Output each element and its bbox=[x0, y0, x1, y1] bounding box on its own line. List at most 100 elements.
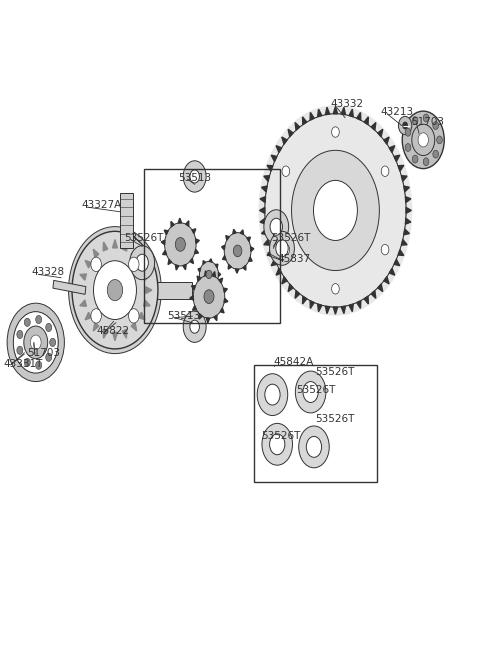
Circle shape bbox=[233, 245, 242, 256]
Polygon shape bbox=[175, 265, 179, 270]
Text: 51703: 51703 bbox=[28, 348, 60, 358]
Polygon shape bbox=[364, 297, 368, 304]
Bar bbox=[53, 280, 86, 295]
Polygon shape bbox=[80, 274, 86, 280]
Polygon shape bbox=[364, 117, 368, 125]
Polygon shape bbox=[260, 197, 265, 203]
Circle shape bbox=[206, 270, 212, 279]
Bar bbox=[144, 169, 280, 323]
Polygon shape bbox=[404, 229, 409, 235]
Circle shape bbox=[107, 279, 123, 300]
Circle shape bbox=[24, 326, 48, 359]
Circle shape bbox=[405, 144, 411, 152]
Circle shape bbox=[412, 117, 418, 125]
Text: 45837: 45837 bbox=[277, 255, 311, 264]
Polygon shape bbox=[163, 251, 167, 255]
Polygon shape bbox=[204, 271, 208, 276]
Polygon shape bbox=[251, 247, 254, 251]
Polygon shape bbox=[161, 240, 165, 245]
Polygon shape bbox=[401, 176, 407, 181]
Polygon shape bbox=[318, 304, 322, 312]
Polygon shape bbox=[333, 106, 337, 113]
Polygon shape bbox=[310, 300, 314, 308]
Circle shape bbox=[50, 338, 56, 346]
Bar bbox=[120, 194, 132, 248]
Polygon shape bbox=[260, 207, 265, 213]
Circle shape bbox=[190, 170, 199, 183]
Circle shape bbox=[412, 155, 418, 163]
Polygon shape bbox=[206, 318, 210, 323]
Circle shape bbox=[91, 309, 101, 323]
Circle shape bbox=[402, 121, 408, 129]
Circle shape bbox=[136, 254, 148, 271]
Polygon shape bbox=[122, 329, 127, 338]
Polygon shape bbox=[85, 260, 92, 268]
Text: 53526T: 53526T bbox=[124, 233, 164, 243]
Text: 45842A: 45842A bbox=[274, 357, 313, 367]
Circle shape bbox=[412, 124, 435, 155]
Polygon shape bbox=[218, 272, 221, 276]
Polygon shape bbox=[168, 259, 172, 264]
Polygon shape bbox=[333, 307, 337, 314]
Polygon shape bbox=[384, 137, 389, 144]
Text: 53526T: 53526T bbox=[262, 431, 301, 441]
Polygon shape bbox=[267, 250, 273, 255]
Polygon shape bbox=[122, 242, 127, 251]
Polygon shape bbox=[131, 249, 137, 258]
Polygon shape bbox=[198, 277, 201, 281]
Polygon shape bbox=[199, 314, 202, 319]
Polygon shape bbox=[295, 291, 300, 298]
Polygon shape bbox=[349, 109, 353, 117]
Circle shape bbox=[46, 353, 52, 361]
Polygon shape bbox=[378, 129, 383, 136]
Polygon shape bbox=[398, 250, 404, 255]
Polygon shape bbox=[212, 272, 216, 277]
Circle shape bbox=[94, 260, 136, 319]
Circle shape bbox=[295, 371, 326, 413]
Polygon shape bbox=[264, 176, 270, 181]
Circle shape bbox=[423, 158, 429, 166]
Circle shape bbox=[270, 434, 285, 455]
Circle shape bbox=[30, 335, 41, 350]
Polygon shape bbox=[215, 264, 218, 268]
Text: 53526T: 53526T bbox=[315, 415, 355, 424]
Polygon shape bbox=[271, 259, 277, 266]
Text: 53513: 53513 bbox=[168, 311, 201, 321]
Polygon shape bbox=[378, 284, 383, 292]
Polygon shape bbox=[198, 268, 201, 272]
Polygon shape bbox=[243, 266, 246, 270]
Polygon shape bbox=[192, 229, 196, 234]
Polygon shape bbox=[215, 281, 218, 285]
Polygon shape bbox=[224, 298, 228, 303]
Polygon shape bbox=[233, 229, 236, 234]
Circle shape bbox=[332, 283, 339, 294]
Polygon shape bbox=[93, 249, 99, 258]
Polygon shape bbox=[226, 236, 229, 240]
Polygon shape bbox=[178, 218, 181, 223]
Polygon shape bbox=[112, 239, 118, 248]
Text: 45822: 45822 bbox=[97, 326, 130, 337]
Circle shape bbox=[193, 275, 225, 318]
Circle shape bbox=[259, 105, 412, 316]
Circle shape bbox=[405, 129, 411, 136]
Circle shape bbox=[381, 245, 389, 255]
Circle shape bbox=[398, 116, 412, 134]
Text: 43327A: 43327A bbox=[82, 200, 122, 210]
Circle shape bbox=[276, 240, 288, 256]
Polygon shape bbox=[262, 229, 267, 235]
Circle shape bbox=[24, 318, 30, 327]
Polygon shape bbox=[262, 186, 267, 192]
Polygon shape bbox=[190, 258, 193, 264]
Polygon shape bbox=[164, 230, 168, 235]
Polygon shape bbox=[394, 155, 400, 161]
Polygon shape bbox=[78, 287, 84, 293]
Polygon shape bbox=[192, 306, 196, 310]
Circle shape bbox=[36, 316, 42, 323]
Polygon shape bbox=[220, 308, 224, 313]
Polygon shape bbox=[394, 259, 400, 266]
Polygon shape bbox=[371, 123, 376, 130]
Circle shape bbox=[265, 384, 280, 405]
Polygon shape bbox=[144, 274, 150, 280]
Polygon shape bbox=[405, 197, 411, 203]
Circle shape bbox=[17, 331, 23, 338]
